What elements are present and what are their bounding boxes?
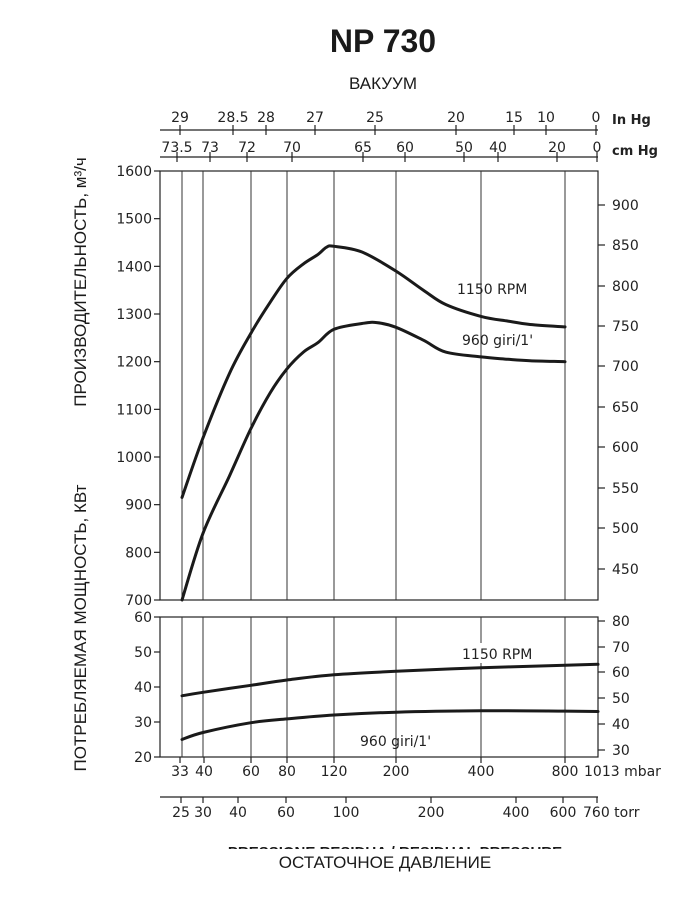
cmhg-tick-label: 72 [238,140,256,156]
inhg-tick-label: 20 [447,110,465,126]
capacity-left-tick-label: 1300 [116,307,152,323]
power-left-tick-label: 60 [134,610,152,626]
capacity-right-tick-label: 900 [612,198,639,214]
cmhg-tick-label: 65 [354,140,372,156]
capacity-left-tick-label: 1200 [116,355,152,371]
torr-tick-label: 25 [172,805,190,821]
mbar-tick-label: 80 [278,764,296,780]
bottom-axis-label-cut: PRESSIONE RESIDUA / RESIDUAL PRESSURE [228,844,562,861]
cmhg-tick-label: 60 [396,140,414,156]
inhg-tick-label: 27 [306,110,324,126]
capacity-panel-frame [159,170,599,601]
torr-tick-label: 30 [194,805,212,821]
power-right-tick-label: 70 [612,640,630,656]
cmhg-unit-label: cm Hg [612,144,658,159]
mbar-tick-label: 60 [242,764,260,780]
power-curve-1150rpm [180,662,600,698]
power-right-tick-label: 60 [612,665,630,681]
bottom-axis-label: ОСТАТОЧНОЕ ДАВЛЕНИЕ [279,853,491,872]
capacity-left-tick-label: 800 [125,545,152,561]
torr-tick-label: 200 [418,805,445,821]
capacity-left-tick-label: 900 [125,498,152,514]
capacity-right-tick-label: 800 [612,279,639,295]
chart-title: NP 730 [330,23,436,59]
capacity-curve-960rpm [180,320,567,602]
cmhg-tick-label: 40 [489,140,507,156]
power-right-tick-label: 40 [612,717,630,733]
capacity-right-tick-label: 750 [612,319,639,335]
chart-frame [159,170,599,758]
capacity-left-tick-label: 1100 [116,402,152,418]
mbar-unit-label: 1013 mbar [584,764,661,780]
torr-tick-label: 60 [277,805,295,821]
torr-unit-label: 760 torr [583,805,640,821]
cmhg-tick-label: 50 [455,140,473,156]
mbar-tick-label: 800 [552,764,579,780]
chart-grid [181,171,566,757]
capacity-left-tick-label: 1600 [116,164,152,180]
series-label-power-960: 960 giri/1' [360,734,431,750]
capacity-left-tick-label: 1000 [116,450,152,466]
torr-tick-label: 600 [550,805,577,821]
power-left-tick-label: 30 [134,715,152,731]
power-curve-960rpm [180,709,600,741]
inhg-unit-label: In Hg [612,113,651,128]
cmhg-tick-label: 70 [283,140,301,156]
power-right-tick-label: 50 [612,691,630,707]
capacity-left-tick-label: 1400 [116,259,152,275]
cmhg-tick-label: 73 [201,140,219,156]
cmhg-tick-label: 73.5 [161,140,192,156]
series-label-bg [455,643,552,663]
y-axis-label-capacity: ПРОИЗВОДИТЕЛЬНОСТЬ, м³/ч [71,157,90,406]
inhg-tick-label: 29 [171,110,189,126]
inhg-tick-label: 0 [592,110,601,126]
power-left-tick-label: 20 [134,750,152,766]
y-axis-label-power: ПОТРЕБЛЯЕМАЯ МОЩНОСТЬ, КВт [71,484,90,771]
top-axis-label: ВАКУУМ [349,74,417,93]
mbar-tick-label: 400 [468,764,495,780]
capacity-left-tick-label: 700 [125,593,152,609]
mbar-tick-label: 40 [195,764,213,780]
power-left-tick-label: 40 [134,680,152,696]
chart-annotations: 1150 RPM 960 giri/1' 1150 RPM 960 giri/1' [360,282,552,750]
torr-tick-label: 100 [333,805,360,821]
capacity-curve-1150rpm [180,244,567,499]
inhg-tick-label: 15 [505,110,523,126]
inhg-tick-label: 10 [537,110,555,126]
inhg-tick-label: 28 [257,110,275,126]
capacity-right-tick-label: 700 [612,359,639,375]
series-label-capacity-1150: 1150 RPM [457,282,527,298]
power-right-tick-label: 30 [612,743,630,759]
cmhg-tick-label: 0 [593,140,602,156]
power-left-tick-label: 50 [134,645,152,661]
series-label-capacity-960: 960 giri/1' [462,333,533,349]
capacity-right-tick-label: 450 [612,562,639,578]
inhg-tick-label: 28.5 [217,110,248,126]
torr-tick-label: 400 [503,805,530,821]
capacity-right-tick-label: 650 [612,400,639,416]
series-label-power-1150: 1150 RPM [462,647,532,663]
torr-tick-label: 40 [229,805,247,821]
mbar-tick-label: 200 [383,764,410,780]
capacity-left-tick-label: 1500 [116,212,152,228]
capacity-right-tick-label: 600 [612,440,639,456]
capacity-right-tick-label: 550 [612,481,639,497]
capacity-right-tick-label: 500 [612,521,639,537]
capacity-right-tick-label: 850 [612,238,639,254]
power-right-tick-label: 80 [612,614,630,630]
cmhg-tick-label: 20 [548,140,566,156]
mbar-tick-label: 33 [171,764,189,780]
inhg-tick-label: 25 [366,110,384,126]
mbar-tick-label: 120 [321,764,348,780]
chart-curves [180,244,600,741]
